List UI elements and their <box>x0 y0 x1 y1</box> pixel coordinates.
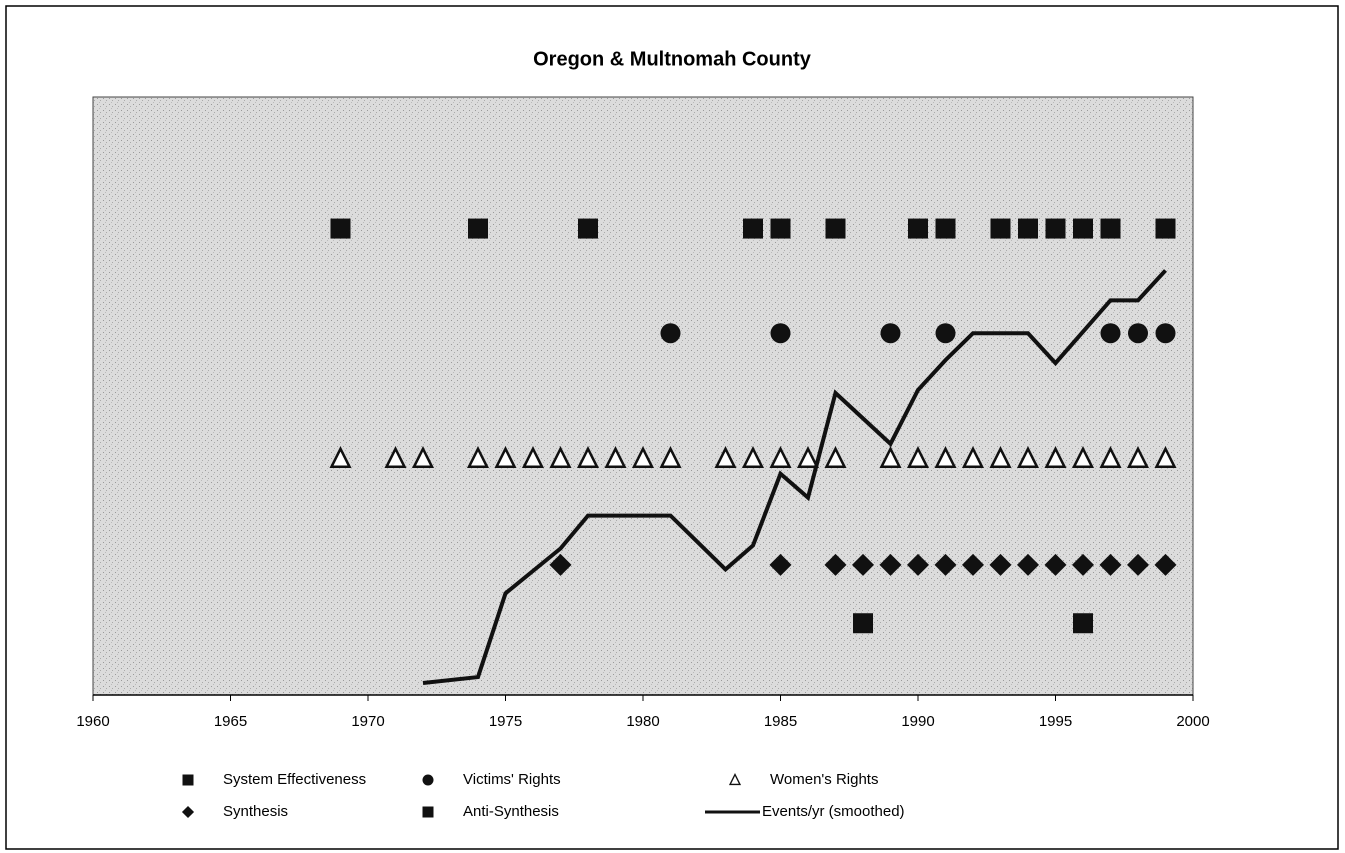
legend-label: Women's Rights <box>770 771 878 788</box>
legend-marker <box>422 774 434 786</box>
point <box>962 553 984 576</box>
point <box>1155 218 1176 239</box>
x-tick-label: 1965 <box>214 713 247 730</box>
point <box>549 445 572 469</box>
point <box>879 553 902 576</box>
point <box>989 553 1012 576</box>
point <box>468 218 488 239</box>
point <box>1154 445 1177 469</box>
point <box>989 445 1012 469</box>
point <box>961 445 985 469</box>
x-tick-label: 1980 <box>626 713 659 730</box>
point <box>1073 218 1093 239</box>
point <box>659 445 682 469</box>
point <box>935 218 956 239</box>
plot-area <box>92 96 1194 696</box>
point <box>1099 445 1122 469</box>
point <box>494 445 517 469</box>
point <box>384 445 407 469</box>
point <box>604 445 627 469</box>
x-tick-label: 2000 <box>1176 713 1209 730</box>
point <box>907 553 929 576</box>
point <box>521 445 545 469</box>
point <box>769 445 792 469</box>
chart-title: Oregon & Multnomah County <box>533 48 812 70</box>
line <box>422 269 1167 686</box>
point <box>1072 553 1094 576</box>
point <box>1071 445 1095 469</box>
x-tick-label: 1975 <box>489 713 522 730</box>
legend-label: Victims' Rights <box>463 771 561 788</box>
legend-marker <box>422 806 434 818</box>
point <box>1073 613 1093 634</box>
legend-label: Anti-Synthesis <box>463 803 559 820</box>
point <box>631 445 655 469</box>
legend-marker <box>728 772 742 786</box>
point <box>1044 553 1067 576</box>
point <box>329 445 352 469</box>
point <box>330 218 351 239</box>
point <box>1128 323 1148 344</box>
point <box>1126 445 1150 469</box>
point <box>1154 553 1177 576</box>
point <box>466 445 490 469</box>
point <box>769 553 792 576</box>
point <box>908 218 928 239</box>
x-tick-label: 1960 <box>76 713 109 730</box>
point <box>1099 553 1122 576</box>
legend-marker <box>182 774 194 786</box>
point <box>934 445 957 469</box>
legend-label: Events/yr (smoothed) <box>762 803 905 820</box>
point <box>853 613 873 634</box>
point <box>880 323 901 344</box>
legend-label: Synthesis <box>223 803 288 820</box>
point <box>879 445 902 469</box>
point <box>1100 218 1121 239</box>
point <box>1100 323 1121 344</box>
point <box>576 445 600 469</box>
point <box>743 218 763 239</box>
point <box>1044 445 1067 469</box>
point <box>770 218 791 239</box>
point <box>796 445 820 469</box>
point <box>852 553 874 576</box>
x-tick-label: 1990 <box>901 713 934 730</box>
point <box>824 445 847 469</box>
x-tick-label: 1970 <box>351 713 384 730</box>
point <box>660 323 681 344</box>
point <box>1018 218 1038 239</box>
point <box>549 553 572 576</box>
point <box>578 218 598 239</box>
point <box>934 553 957 576</box>
point <box>1045 218 1066 239</box>
point <box>1016 445 1040 469</box>
point <box>1155 323 1176 344</box>
point <box>714 445 737 469</box>
legend-label: System Effectiveness <box>223 771 366 788</box>
x-tick-label: 1995 <box>1039 713 1072 730</box>
point <box>935 323 956 344</box>
point <box>411 445 435 469</box>
point <box>741 445 765 469</box>
point <box>824 553 847 576</box>
point <box>1017 553 1039 576</box>
x-tick-label: 1985 <box>764 713 797 730</box>
point <box>1127 553 1149 576</box>
point <box>990 218 1011 239</box>
point <box>770 323 791 344</box>
point <box>825 218 846 239</box>
point <box>906 445 930 469</box>
